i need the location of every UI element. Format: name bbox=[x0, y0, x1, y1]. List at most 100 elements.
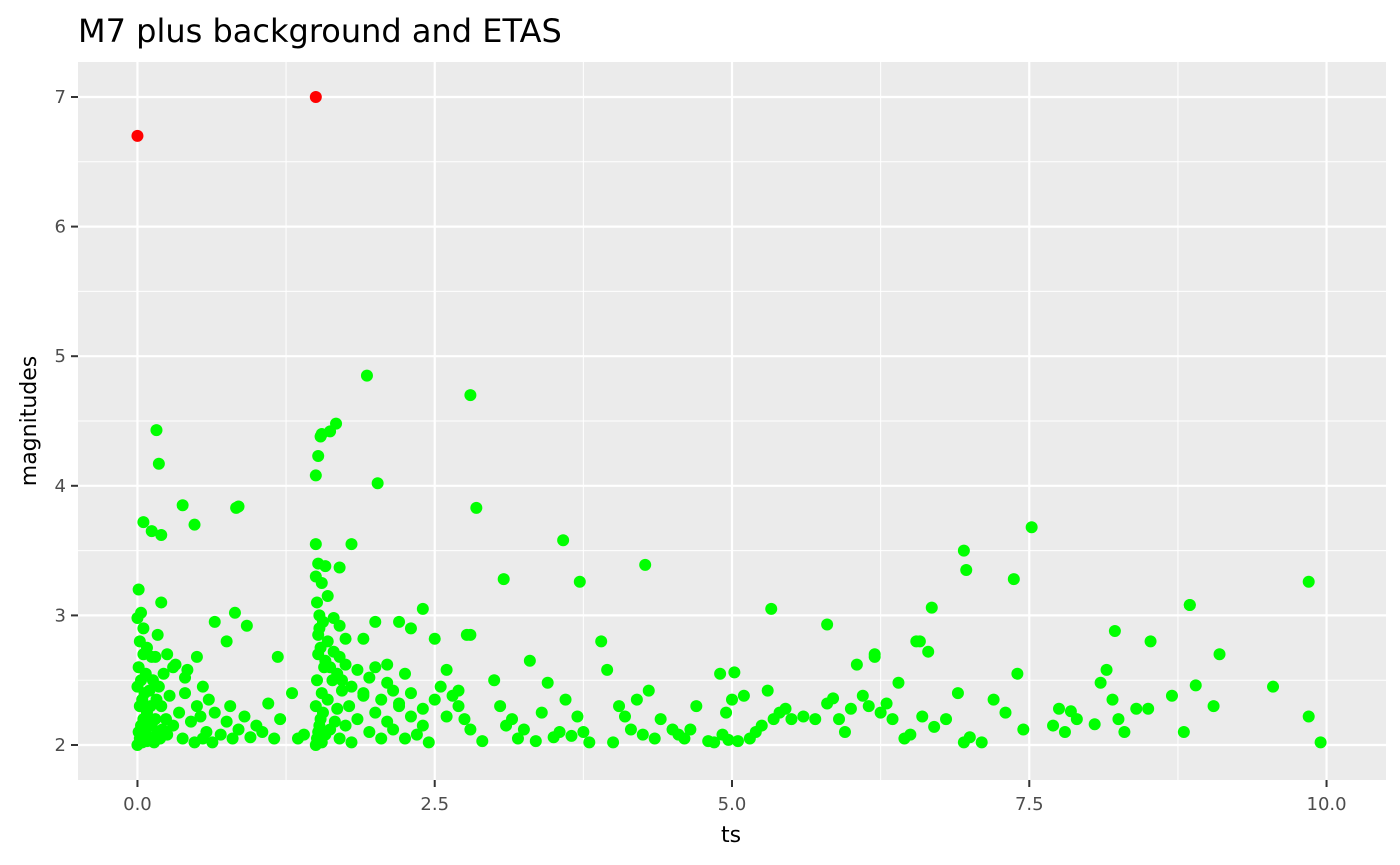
data-point bbox=[151, 628, 164, 641]
data-point bbox=[152, 457, 165, 470]
data-point bbox=[737, 689, 750, 702]
data-point bbox=[630, 693, 643, 706]
y-tick-label: 2 bbox=[55, 735, 66, 756]
data-point bbox=[1189, 679, 1202, 692]
data-point bbox=[149, 713, 162, 726]
data-point bbox=[440, 710, 453, 723]
data-point bbox=[371, 477, 384, 490]
data-point bbox=[369, 661, 382, 674]
data-point bbox=[1302, 575, 1315, 588]
data-point bbox=[684, 723, 697, 736]
data-point bbox=[196, 680, 209, 693]
data-point bbox=[393, 700, 406, 713]
data-point bbox=[228, 606, 241, 619]
major-gridlines bbox=[78, 62, 1386, 780]
data-point bbox=[464, 723, 477, 736]
data-point bbox=[1100, 663, 1113, 676]
x-axis: 0.0 2.5 5.0 7.5 10.0 bbox=[123, 780, 1347, 815]
data-point bbox=[167, 719, 180, 732]
data-point bbox=[330, 417, 343, 430]
data-point bbox=[559, 693, 572, 706]
y-tick-label: 6 bbox=[55, 217, 66, 238]
data-point bbox=[375, 693, 388, 706]
data-point bbox=[565, 729, 578, 742]
data-points bbox=[131, 90, 1327, 752]
x-tick-label: 5.0 bbox=[718, 794, 747, 815]
data-point bbox=[987, 693, 1000, 706]
data-point bbox=[137, 516, 150, 529]
data-point bbox=[960, 564, 973, 577]
data-point bbox=[618, 710, 631, 723]
data-point bbox=[155, 596, 168, 609]
data-point bbox=[726, 693, 738, 706]
data-point bbox=[639, 558, 652, 571]
data-point bbox=[571, 710, 584, 723]
data-point bbox=[316, 615, 329, 628]
data-point bbox=[143, 684, 156, 697]
data-point bbox=[880, 697, 893, 710]
data-point bbox=[1183, 599, 1196, 612]
data-point bbox=[476, 735, 489, 748]
data-point bbox=[755, 719, 768, 732]
data-point bbox=[194, 710, 207, 723]
data-point bbox=[1302, 710, 1315, 723]
data-point bbox=[1165, 689, 1178, 702]
data-point bbox=[1112, 713, 1125, 726]
data-point bbox=[315, 577, 328, 590]
data-point bbox=[345, 736, 358, 749]
data-point bbox=[176, 499, 189, 512]
data-point bbox=[452, 684, 465, 697]
data-point bbox=[728, 666, 741, 679]
data-point bbox=[833, 713, 846, 726]
data-point bbox=[331, 702, 344, 715]
data-point bbox=[179, 671, 192, 684]
data-point bbox=[951, 687, 964, 700]
data-point bbox=[190, 700, 203, 713]
data-point bbox=[607, 736, 620, 749]
data-point bbox=[202, 693, 215, 706]
data-point bbox=[1047, 719, 1060, 732]
data-point bbox=[345, 680, 358, 693]
data-point bbox=[262, 697, 275, 710]
data-point bbox=[333, 561, 346, 574]
data-point bbox=[145, 525, 158, 538]
x-tick-label: 7.5 bbox=[1015, 794, 1044, 815]
data-point bbox=[137, 622, 150, 635]
data-point bbox=[232, 500, 245, 513]
data-point bbox=[393, 615, 406, 628]
data-point bbox=[892, 676, 905, 689]
data-point bbox=[1017, 723, 1030, 736]
data-point bbox=[387, 723, 400, 736]
data-point bbox=[416, 702, 429, 715]
data-point bbox=[214, 728, 227, 741]
data-point bbox=[1025, 521, 1038, 534]
data-point bbox=[206, 736, 219, 749]
data-point bbox=[428, 693, 441, 706]
data-point bbox=[1053, 702, 1065, 715]
data-point bbox=[220, 635, 233, 648]
data-point bbox=[351, 663, 364, 676]
data-point bbox=[613, 700, 626, 713]
data-point bbox=[497, 573, 510, 586]
x-tick-label: 0.0 bbox=[123, 794, 152, 815]
data-point bbox=[809, 713, 822, 726]
data-point bbox=[963, 731, 976, 744]
data-point bbox=[155, 700, 168, 713]
data-point bbox=[506, 713, 519, 726]
data-point bbox=[208, 706, 221, 719]
data-point bbox=[827, 692, 840, 705]
data-point bbox=[838, 726, 851, 739]
data-point bbox=[541, 676, 554, 689]
data-point bbox=[458, 713, 471, 726]
data-point bbox=[357, 632, 370, 645]
data-point bbox=[333, 732, 346, 745]
data-point bbox=[1130, 702, 1143, 715]
data-point bbox=[722, 733, 735, 746]
data-point bbox=[922, 645, 935, 658]
data-point bbox=[351, 713, 364, 726]
data-point bbox=[1088, 718, 1101, 731]
data-point bbox=[1207, 700, 1220, 713]
data-point bbox=[416, 719, 429, 732]
data-point bbox=[440, 663, 453, 676]
